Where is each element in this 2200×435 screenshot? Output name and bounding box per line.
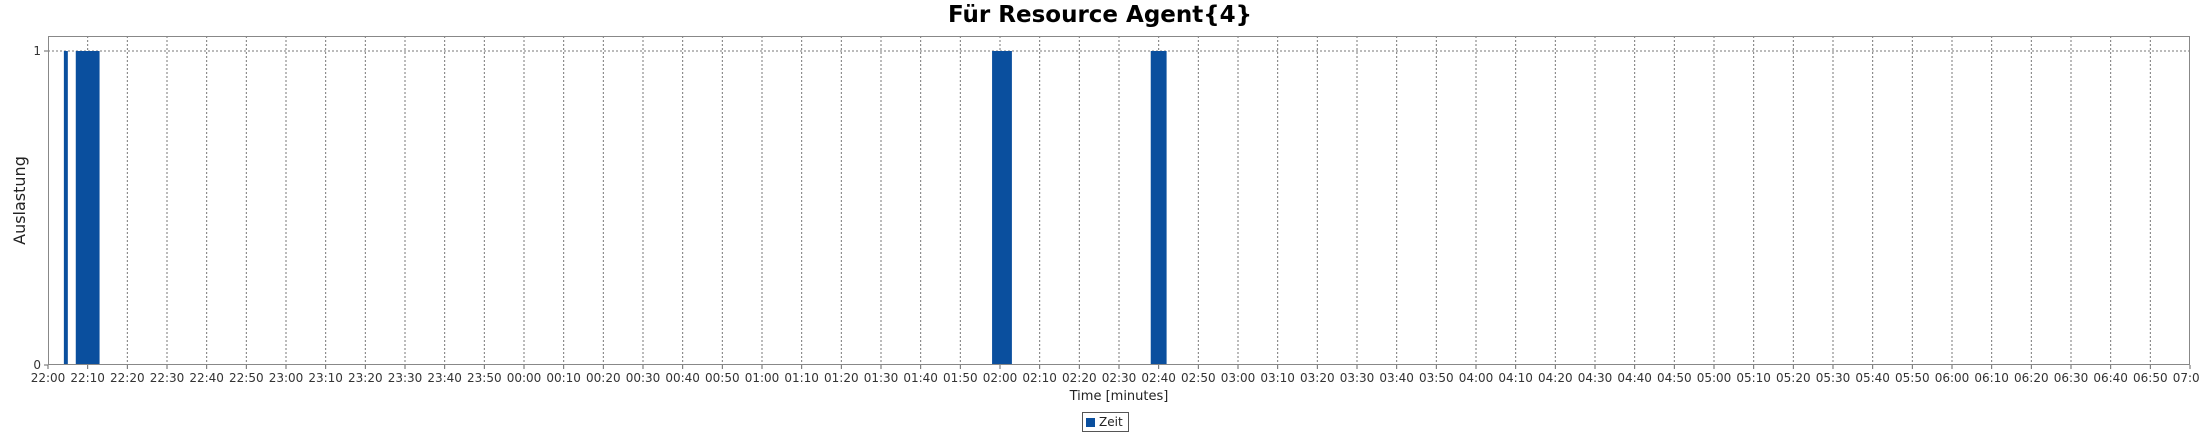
- x-tick-label: 05:10: [1736, 371, 1771, 385]
- x-tick-label: 07:00: [2173, 371, 2200, 385]
- legend-swatch: [1086, 417, 1095, 427]
- x-tick-label: 01:20: [824, 371, 859, 385]
- bar: [63, 51, 68, 365]
- chart-title: Für Resource Agent{4}: [947, 2, 1253, 28]
- legend: Zeit: [1082, 412, 1129, 432]
- x-tick-label: 22:00: [31, 371, 66, 385]
- x-tick-label: 00:00: [507, 371, 542, 385]
- x-ticks: 22:00 22:10 22:20 22:30 22:40 22:50 23:00 23:10…: [31, 365, 2200, 385]
- x-tick-label: 04:30: [1578, 371, 1613, 385]
- x-tick-label: 01:50: [943, 371, 978, 385]
- grid-lines: [48, 36, 2190, 365]
- x-tick-label: 05:40: [1855, 371, 1890, 385]
- x-tick-label: 04:40: [1617, 371, 1652, 385]
- x-tick-label: 00:20: [586, 371, 621, 385]
- x-tick-label: 04:20: [1538, 371, 1573, 385]
- bar: [75, 51, 100, 365]
- x-tick-label: 01:30: [864, 371, 899, 385]
- x-tick-label: 06:30: [2054, 371, 2089, 385]
- x-tick-label: 23:20: [348, 371, 383, 385]
- x-tick-label: 02:30: [1102, 371, 1137, 385]
- x-tick-label: 01:00: [745, 371, 780, 385]
- x-tick-label: 02:50: [1181, 371, 1216, 385]
- bars: [63, 51, 1167, 365]
- plot-frame: [48, 36, 2190, 365]
- legend-label: Zeit: [1099, 415, 1123, 429]
- x-tick-label: 22:50: [229, 371, 264, 385]
- x-axis-label: Time [minutes]: [1069, 389, 1169, 404]
- x-tick-label: 02:40: [1141, 371, 1176, 385]
- y-tick-label: 1: [33, 44, 41, 58]
- x-tick-label: 05:00: [1697, 371, 1732, 385]
- y-tick-label: 0: [33, 358, 41, 372]
- x-tick-label: 03:00: [1221, 371, 1256, 385]
- x-tick-label: 02:10: [1022, 371, 1057, 385]
- x-tick-label: 03:10: [1260, 371, 1295, 385]
- x-tick-label: 00:10: [546, 371, 581, 385]
- x-tick-label: 22:20: [110, 371, 145, 385]
- x-tick-label: 05:50: [1895, 371, 1930, 385]
- x-tick-label: 05:20: [1776, 371, 1811, 385]
- x-tick-label: 00:30: [626, 371, 661, 385]
- bar: [1150, 51, 1167, 365]
- x-tick-label: 01:40: [903, 371, 938, 385]
- x-tick-label: 23:00: [269, 371, 304, 385]
- x-tick-label: 03:30: [1340, 371, 1375, 385]
- x-tick-label: 00:40: [665, 371, 700, 385]
- x-tick-label: 22:10: [70, 371, 105, 385]
- x-tick-label: 06:40: [2093, 371, 2128, 385]
- x-tick-label: 04:50: [1657, 371, 1692, 385]
- x-tick-label: 00:50: [705, 371, 740, 385]
- x-tick-label: 03:40: [1379, 371, 1414, 385]
- x-tick-label: 06:10: [1974, 371, 2009, 385]
- x-tick-label: 04:10: [1498, 371, 1533, 385]
- bar: [992, 51, 1012, 365]
- x-tick-label: 06:20: [2014, 371, 2049, 385]
- x-tick-label: 01:10: [784, 371, 819, 385]
- x-tick-label: 04:00: [1459, 371, 1494, 385]
- y-ticks: 01: [33, 44, 48, 372]
- x-tick-label: 06:00: [1935, 371, 1970, 385]
- x-tick-label: 03:50: [1419, 371, 1454, 385]
- x-tick-label: 03:20: [1300, 371, 1335, 385]
- x-tick-label: 23:10: [308, 371, 343, 385]
- x-tick-label: 23:40: [427, 371, 462, 385]
- x-tick-label: 22:40: [189, 371, 224, 385]
- x-tick-label: 22:30: [150, 371, 185, 385]
- x-tick-label: 23:30: [388, 371, 423, 385]
- y-axis-label: Auslastung: [10, 156, 29, 245]
- x-tick-label: 02:20: [1062, 371, 1097, 385]
- x-tick-label: 06:50: [2133, 371, 2168, 385]
- x-tick-label: 23:50: [467, 371, 502, 385]
- x-tick-label: 05:30: [1816, 371, 1851, 385]
- x-tick-label: 02:00: [983, 371, 1018, 385]
